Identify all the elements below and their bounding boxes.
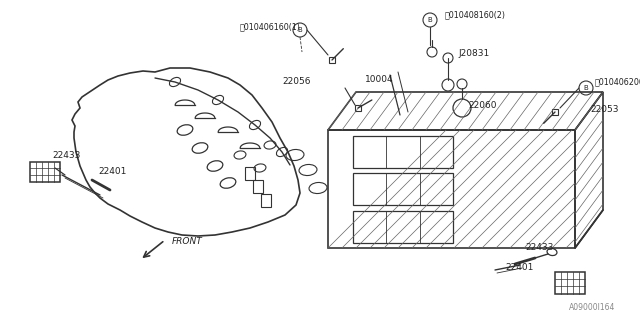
Text: FRONT: FRONT [172,237,203,246]
Text: A09000l164: A09000l164 [568,303,615,312]
Text: 22053: 22053 [590,106,618,115]
Text: J20831: J20831 [458,49,489,58]
Text: Ⓑ010408160(2): Ⓑ010408160(2) [445,11,506,20]
Text: 10004: 10004 [365,76,394,84]
Text: Ⓑ010406200(2): Ⓑ010406200(2) [595,77,640,86]
Text: 22056: 22056 [282,77,310,86]
Text: 22401: 22401 [98,167,126,177]
Text: 22433: 22433 [525,244,554,252]
Text: 22401: 22401 [505,263,533,273]
Text: B: B [584,85,588,91]
Text: B: B [298,27,302,33]
Text: B: B [428,17,433,23]
Text: 22433: 22433 [52,150,81,159]
Text: Ⓑ010406160(1): Ⓑ010406160(1) [240,22,301,31]
Text: 22060: 22060 [468,100,497,109]
